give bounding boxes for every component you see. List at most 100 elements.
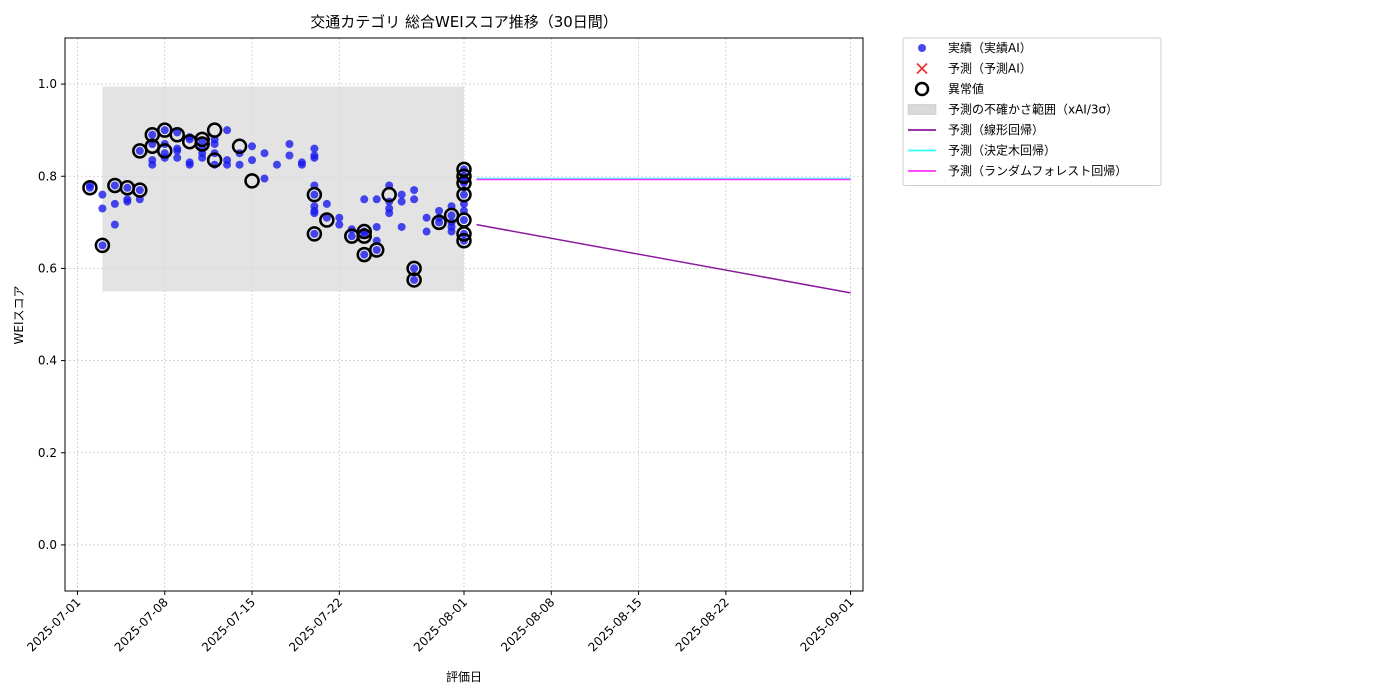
actual-point — [223, 156, 232, 165]
anomaly-ring — [132, 182, 148, 198]
actual-point — [422, 227, 431, 236]
actual-point — [98, 241, 107, 250]
actual-point — [198, 153, 207, 162]
x-axis-ticks: 2025-07-01 2025-07-08 2025-07-15 2025-07-22… — [24, 591, 857, 654]
actual-point — [347, 232, 356, 241]
actual-point — [447, 222, 456, 231]
legend-label: 実績（実績AI） — [948, 40, 1032, 55]
actual-point — [160, 149, 169, 158]
actual-point — [248, 156, 257, 165]
anomaly-ring — [456, 186, 472, 203]
x-tick-label: 2025-08-15 — [585, 595, 644, 654]
legend-marker-ring — [914, 81, 930, 97]
actual-point — [410, 264, 419, 273]
actual-point — [223, 126, 232, 135]
anomaly-ring — [368, 242, 385, 258]
actual-point — [148, 160, 157, 169]
actual-point — [397, 190, 406, 199]
anomaly-ring — [82, 180, 98, 196]
actual-point — [460, 190, 468, 199]
actual-point — [397, 197, 406, 206]
x-tick-label: 2025-07-22 — [286, 595, 345, 654]
actual-point — [385, 209, 394, 218]
anomaly-ring — [456, 226, 472, 242]
anomaly-ring — [206, 122, 223, 138]
anomaly-ring — [306, 186, 323, 203]
anomaly-ring — [169, 127, 185, 143]
chart-title: 交通カテゴリ 総合WEIスコア推移（30日間） — [310, 13, 618, 31]
y-tick-label: 0.2 — [38, 446, 57, 460]
actual-point — [310, 153, 319, 162]
anomaly-ring — [381, 186, 397, 203]
anomaly-ring — [206, 152, 223, 168]
actual-point — [98, 204, 107, 213]
anomaly-ring — [319, 212, 335, 228]
anomaly-rings-layer — [82, 122, 472, 288]
actual-point — [173, 144, 182, 153]
x-tick-label: 2025-07-08 — [112, 595, 171, 654]
anomaly-ring — [94, 237, 111, 254]
x-axis-label: 評価日 — [446, 669, 482, 684]
actual-point — [372, 195, 381, 204]
actual-point — [235, 160, 244, 169]
actual-point — [85, 181, 94, 190]
actual-point — [260, 149, 269, 158]
anomaly-ring — [356, 223, 372, 240]
prediction-line — [476, 223, 851, 294]
anomaly-ring — [194, 131, 210, 148]
uncertainty-band — [102, 86, 464, 292]
anomaly-ring — [406, 272, 422, 288]
anomaly-ring — [431, 214, 447, 231]
legend-label: 予測（ランダムフォレスト回帰） — [948, 163, 1127, 178]
actual-point — [297, 158, 306, 167]
prediction-lines-layer — [476, 177, 851, 294]
anomaly-ring — [231, 138, 248, 155]
actual-point — [173, 128, 182, 137]
actual-point — [248, 142, 257, 151]
actual-point — [285, 139, 294, 148]
anomaly-ring — [157, 143, 173, 159]
legend-marker-x — [916, 62, 928, 75]
actual-point — [410, 275, 419, 284]
actual-point — [372, 245, 381, 254]
y-tick-label: 0.8 — [38, 169, 57, 183]
actual-point — [160, 126, 169, 135]
actual-point — [110, 199, 119, 208]
anomaly-ring — [456, 175, 472, 191]
actual-point — [335, 220, 344, 229]
actual-point — [310, 190, 319, 199]
actual-point — [123, 197, 132, 206]
actual-point — [360, 229, 369, 238]
actual-point — [360, 195, 369, 204]
legend-label: 予測（線形回帰） — [948, 122, 1044, 137]
actual-point — [410, 195, 419, 204]
actual-point — [310, 229, 319, 238]
actual-point — [410, 186, 419, 195]
x-tick-label: 2025-09-01 — [797, 595, 856, 654]
x-tick-label: 2025-07-01 — [24, 595, 83, 654]
legend-label: 異常値 — [948, 81, 984, 96]
actual-point — [173, 153, 182, 162]
actual-point — [322, 199, 331, 208]
actual-point — [372, 222, 381, 231]
actual-point — [185, 135, 194, 144]
legend-label: 予測の不確かさ範囲（xAI/3σ） — [948, 102, 1118, 117]
legend-frame — [902, 37, 1162, 186]
actual-point — [435, 206, 444, 215]
uncertainty-band-layer — [102, 86, 464, 292]
actual-point — [98, 190, 107, 199]
legend-label: 予測（予測AI） — [948, 62, 1032, 76]
anomaly-ring — [456, 233, 472, 249]
x-tick-label: 2025-08-22 — [673, 595, 732, 654]
actual-point — [272, 160, 281, 169]
actual-point — [285, 151, 294, 160]
actual-point — [422, 213, 431, 222]
actual-point — [310, 209, 319, 218]
anomaly-ring — [456, 168, 472, 184]
actual-point — [447, 211, 456, 220]
legend-marker-dot — [918, 44, 926, 52]
actual-point — [135, 186, 144, 195]
y-tick-label: 0.0 — [38, 538, 57, 552]
